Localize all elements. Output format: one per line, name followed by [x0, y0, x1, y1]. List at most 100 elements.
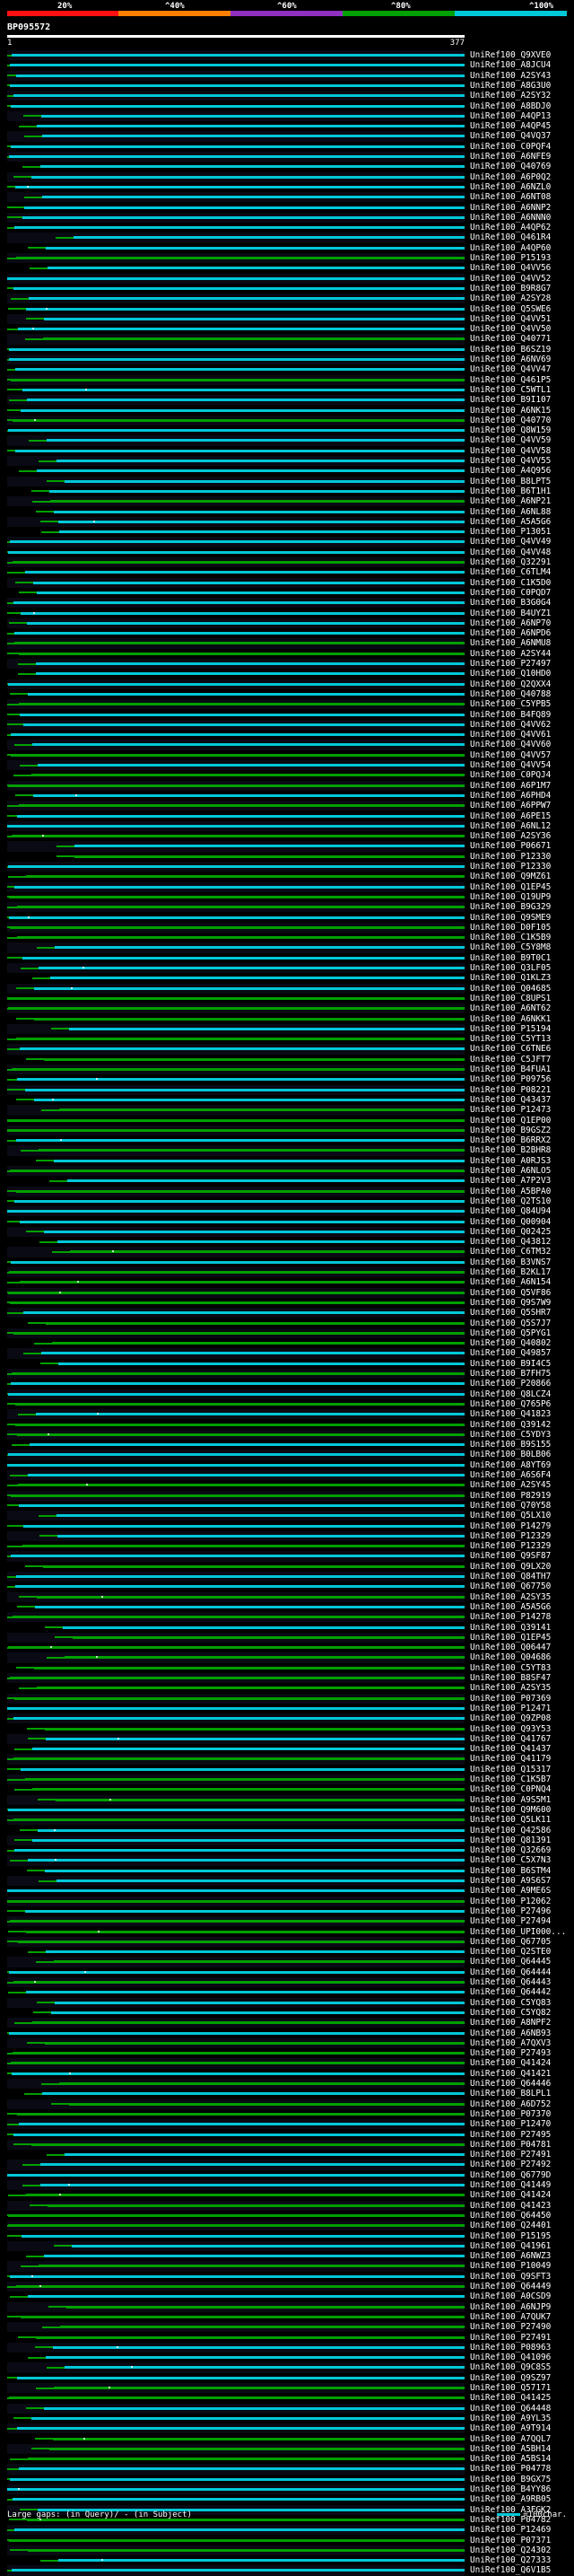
- hit-id[interactable]: UniRef100_P14278: [470, 1612, 552, 1623]
- hit-row[interactable]: UniRef100_A4QP62: [0, 223, 574, 233]
- hit-row[interactable]: UniRef100_Q461R4: [0, 232, 574, 243]
- hit-id[interactable]: UniRef100_Q64449: [470, 2282, 552, 2291]
- hit-id[interactable]: UniRef100_A0RJS3: [470, 1155, 552, 1166]
- hit-row[interactable]: UniRef100_Q4VV51: [0, 313, 574, 325]
- hit-row[interactable]: UniRef100_Q1EP00: [0, 1115, 574, 1126]
- hit-row[interactable]: UniRef100_Q9SME9: [0, 912, 574, 923]
- hit-row[interactable]: UniRef100_C1K5D0: [0, 577, 574, 588]
- hit-row[interactable]: UniRef100_B7FH75: [0, 1369, 574, 1380]
- hit-id[interactable]: UniRef100_C5Y8M8: [470, 942, 552, 953]
- hit-id[interactable]: UniRef100_P08963: [470, 2342, 552, 2353]
- hit-id[interactable]: UniRef100_Q4VV58: [470, 445, 552, 456]
- hit-id[interactable]: UniRef100_Q57171: [470, 2383, 552, 2393]
- hit-id[interactable]: UniRef100_A6PPW7: [470, 801, 552, 811]
- hit-row[interactable]: UniRef100_Q5PYG1: [0, 1327, 574, 1339]
- hit-id[interactable]: UniRef100_A3FGK2: [470, 2504, 552, 2515]
- hit-id[interactable]: UniRef100_A6NNP2: [470, 202, 552, 213]
- hit-row[interactable]: UniRef100_Q5LX10: [0, 1511, 574, 1521]
- hit-id[interactable]: UniRef100_A4QP13: [470, 110, 552, 121]
- hit-id[interactable]: UniRef100_UPI000...: [470, 1926, 567, 1937]
- hit-row[interactable]: UniRef100_A6NLO5: [0, 1166, 574, 1177]
- hit-row[interactable]: UniRef100_Q4VV54: [0, 760, 574, 771]
- hit-id[interactable]: UniRef100_Q9SFT3: [470, 2271, 552, 2282]
- hit-id[interactable]: UniRef100_A4QP45: [470, 121, 552, 132]
- hit-id[interactable]: UniRef100_P04781: [470, 2139, 552, 2150]
- hit-id[interactable]: UniRef100_A6D752: [470, 2098, 552, 2109]
- hit-id[interactable]: UniRef100_P12471: [470, 1703, 552, 1713]
- hit-id[interactable]: UniRef100_A6NNN0: [470, 212, 552, 223]
- hit-id[interactable]: UniRef100_C1K5B7: [470, 1774, 552, 1784]
- hit-row[interactable]: UniRef100_C5YT83: [0, 1662, 574, 1673]
- hit-row[interactable]: UniRef100_Q4VV61: [0, 730, 574, 740]
- hit-id[interactable]: UniRef100_A9ME6S: [470, 1886, 552, 1897]
- hit-row[interactable]: UniRef100_A6NK15: [0, 405, 574, 416]
- hit-id[interactable]: UniRef100_P12470: [470, 2119, 552, 2130]
- hit-row[interactable]: UniRef100_Q9LX20: [0, 1561, 574, 1572]
- hit-row[interactable]: UniRef100_A6NPD6: [0, 628, 574, 639]
- hit-id[interactable]: UniRef100_Q9LX20: [470, 1561, 552, 1572]
- hit-id[interactable]: UniRef100_Q4VV51: [470, 313, 552, 324]
- hit-id[interactable]: UniRef100_A6P0Q2: [470, 171, 552, 182]
- hit-id[interactable]: UniRef100_A5BS14: [470, 2454, 552, 2465]
- hit-row[interactable]: UniRef100_Q2QXX4: [0, 679, 574, 689]
- hit-row[interactable]: UniRef100_P27492: [0, 2160, 574, 2170]
- hit-id[interactable]: UniRef100_A6NWZ3: [470, 2251, 552, 2262]
- hit-id[interactable]: UniRef100_P27491: [470, 2332, 552, 2343]
- hit-id[interactable]: UniRef100_Q04685: [470, 983, 552, 994]
- hit-id[interactable]: UniRef100_Q5PYG1: [470, 1327, 552, 1338]
- hit-id[interactable]: UniRef100_B9R8G7: [470, 283, 552, 294]
- hit-row[interactable]: UniRef100_A5A5G6: [0, 516, 574, 528]
- hit-id[interactable]: UniRef100_Q41767: [470, 1733, 552, 1744]
- hit-row[interactable]: UniRef100_P07370: [0, 2108, 574, 2120]
- hit-id[interactable]: UniRef100_B0LB06: [470, 1450, 552, 1460]
- hit-row[interactable]: UniRef100_A9S6S7: [0, 1876, 574, 1887]
- hit-id[interactable]: UniRef100_Q84TH7: [470, 1572, 552, 1582]
- hit-id[interactable]: UniRef100_Q41423: [470, 2200, 552, 2211]
- hit-id[interactable]: UniRef100_B9I4C5: [470, 1358, 552, 1369]
- hit-row[interactable]: UniRef100_A6NJP9: [0, 2301, 574, 2312]
- hit-id[interactable]: UniRef100_B3VNS7: [470, 1257, 552, 1267]
- hit-id[interactable]: UniRef100_Q1EP00: [470, 1115, 552, 1126]
- hit-id[interactable]: UniRef100_C5WTL1: [470, 384, 552, 395]
- hit-row[interactable]: UniRef100_A8JCU4: [0, 60, 574, 71]
- hit-id[interactable]: UniRef100_Q2STE0: [470, 1947, 552, 1958]
- hit-id[interactable]: UniRef100_P04782: [470, 2514, 552, 2525]
- hit-row[interactable]: UniRef100_Q41421: [0, 2068, 574, 2079]
- hit-id[interactable]: UniRef100_Q41961: [470, 2240, 552, 2251]
- hit-row[interactable]: UniRef100_B6STM4: [0, 1865, 574, 1876]
- hit-row[interactable]: UniRef100_P08221: [0, 1084, 574, 1095]
- hit-row[interactable]: UniRef100_C1K5B9: [0, 933, 574, 943]
- hit-id[interactable]: UniRef100_Q5VF86: [470, 1287, 552, 1298]
- hit-id[interactable]: UniRef100_A9YL35: [470, 2413, 552, 2423]
- hit-row[interactable]: UniRef100_B9G329: [0, 902, 574, 913]
- hit-id[interactable]: UniRef100_P12329: [470, 1530, 552, 1541]
- hit-row[interactable]: UniRef100_Q9SF87: [0, 1551, 574, 1562]
- hit-id[interactable]: UniRef100_A6PHD4: [470, 790, 552, 801]
- hit-id[interactable]: UniRef100_A4QP62: [470, 223, 552, 233]
- hit-row[interactable]: UniRef100_D0F105: [0, 922, 574, 933]
- hit-row[interactable]: UniRef100_Q64442: [0, 1987, 574, 1998]
- hit-row[interactable]: UniRef100_B6T1H1: [0, 486, 574, 497]
- hit-id[interactable]: UniRef100_A2SY44: [470, 648, 552, 659]
- hit-row[interactable]: UniRef100_A8YT69: [0, 1459, 574, 1470]
- hit-id[interactable]: UniRef100_A7QUK7: [470, 2311, 552, 2322]
- hit-row[interactable]: UniRef100_Q27333: [0, 2555, 574, 2566]
- hit-row[interactable]: UniRef100_Q8W159: [0, 425, 574, 436]
- hit-row[interactable]: UniRef100_Q8LCZ4: [0, 1389, 574, 1399]
- hit-row[interactable]: UniRef100_Q15317: [0, 1764, 574, 1774]
- hit-row[interactable]: UniRef100_B9S155: [0, 1440, 574, 1450]
- hit-row[interactable]: UniRef100_A6NFE9: [0, 152, 574, 162]
- hit-row[interactable]: UniRef100_C6TLM4: [0, 567, 574, 578]
- hit-row[interactable]: UniRef100_A6P1M7: [0, 780, 574, 791]
- hit-id[interactable]: UniRef100_C0PQD7: [470, 587, 552, 598]
- hit-id[interactable]: UniRef100_C6TLM4: [470, 567, 552, 578]
- hit-row[interactable]: UniRef100_P15195: [0, 2230, 574, 2241]
- hit-id[interactable]: UniRef100_Q5LK11: [470, 1815, 552, 1826]
- hit-row[interactable]: UniRef100_UPI000...: [0, 1926, 574, 1937]
- hit-id[interactable]: UniRef100_Q40788: [470, 688, 552, 699]
- hit-id[interactable]: UniRef100_A6NP70: [470, 618, 552, 628]
- hit-id[interactable]: UniRef100_P12329: [470, 1541, 552, 1552]
- hit-row[interactable]: UniRef100_Q04686: [0, 1652, 574, 1663]
- hit-row[interactable]: UniRef100_Q04685: [0, 983, 574, 994]
- hit-row[interactable]: UniRef100_P82919: [0, 1490, 574, 1501]
